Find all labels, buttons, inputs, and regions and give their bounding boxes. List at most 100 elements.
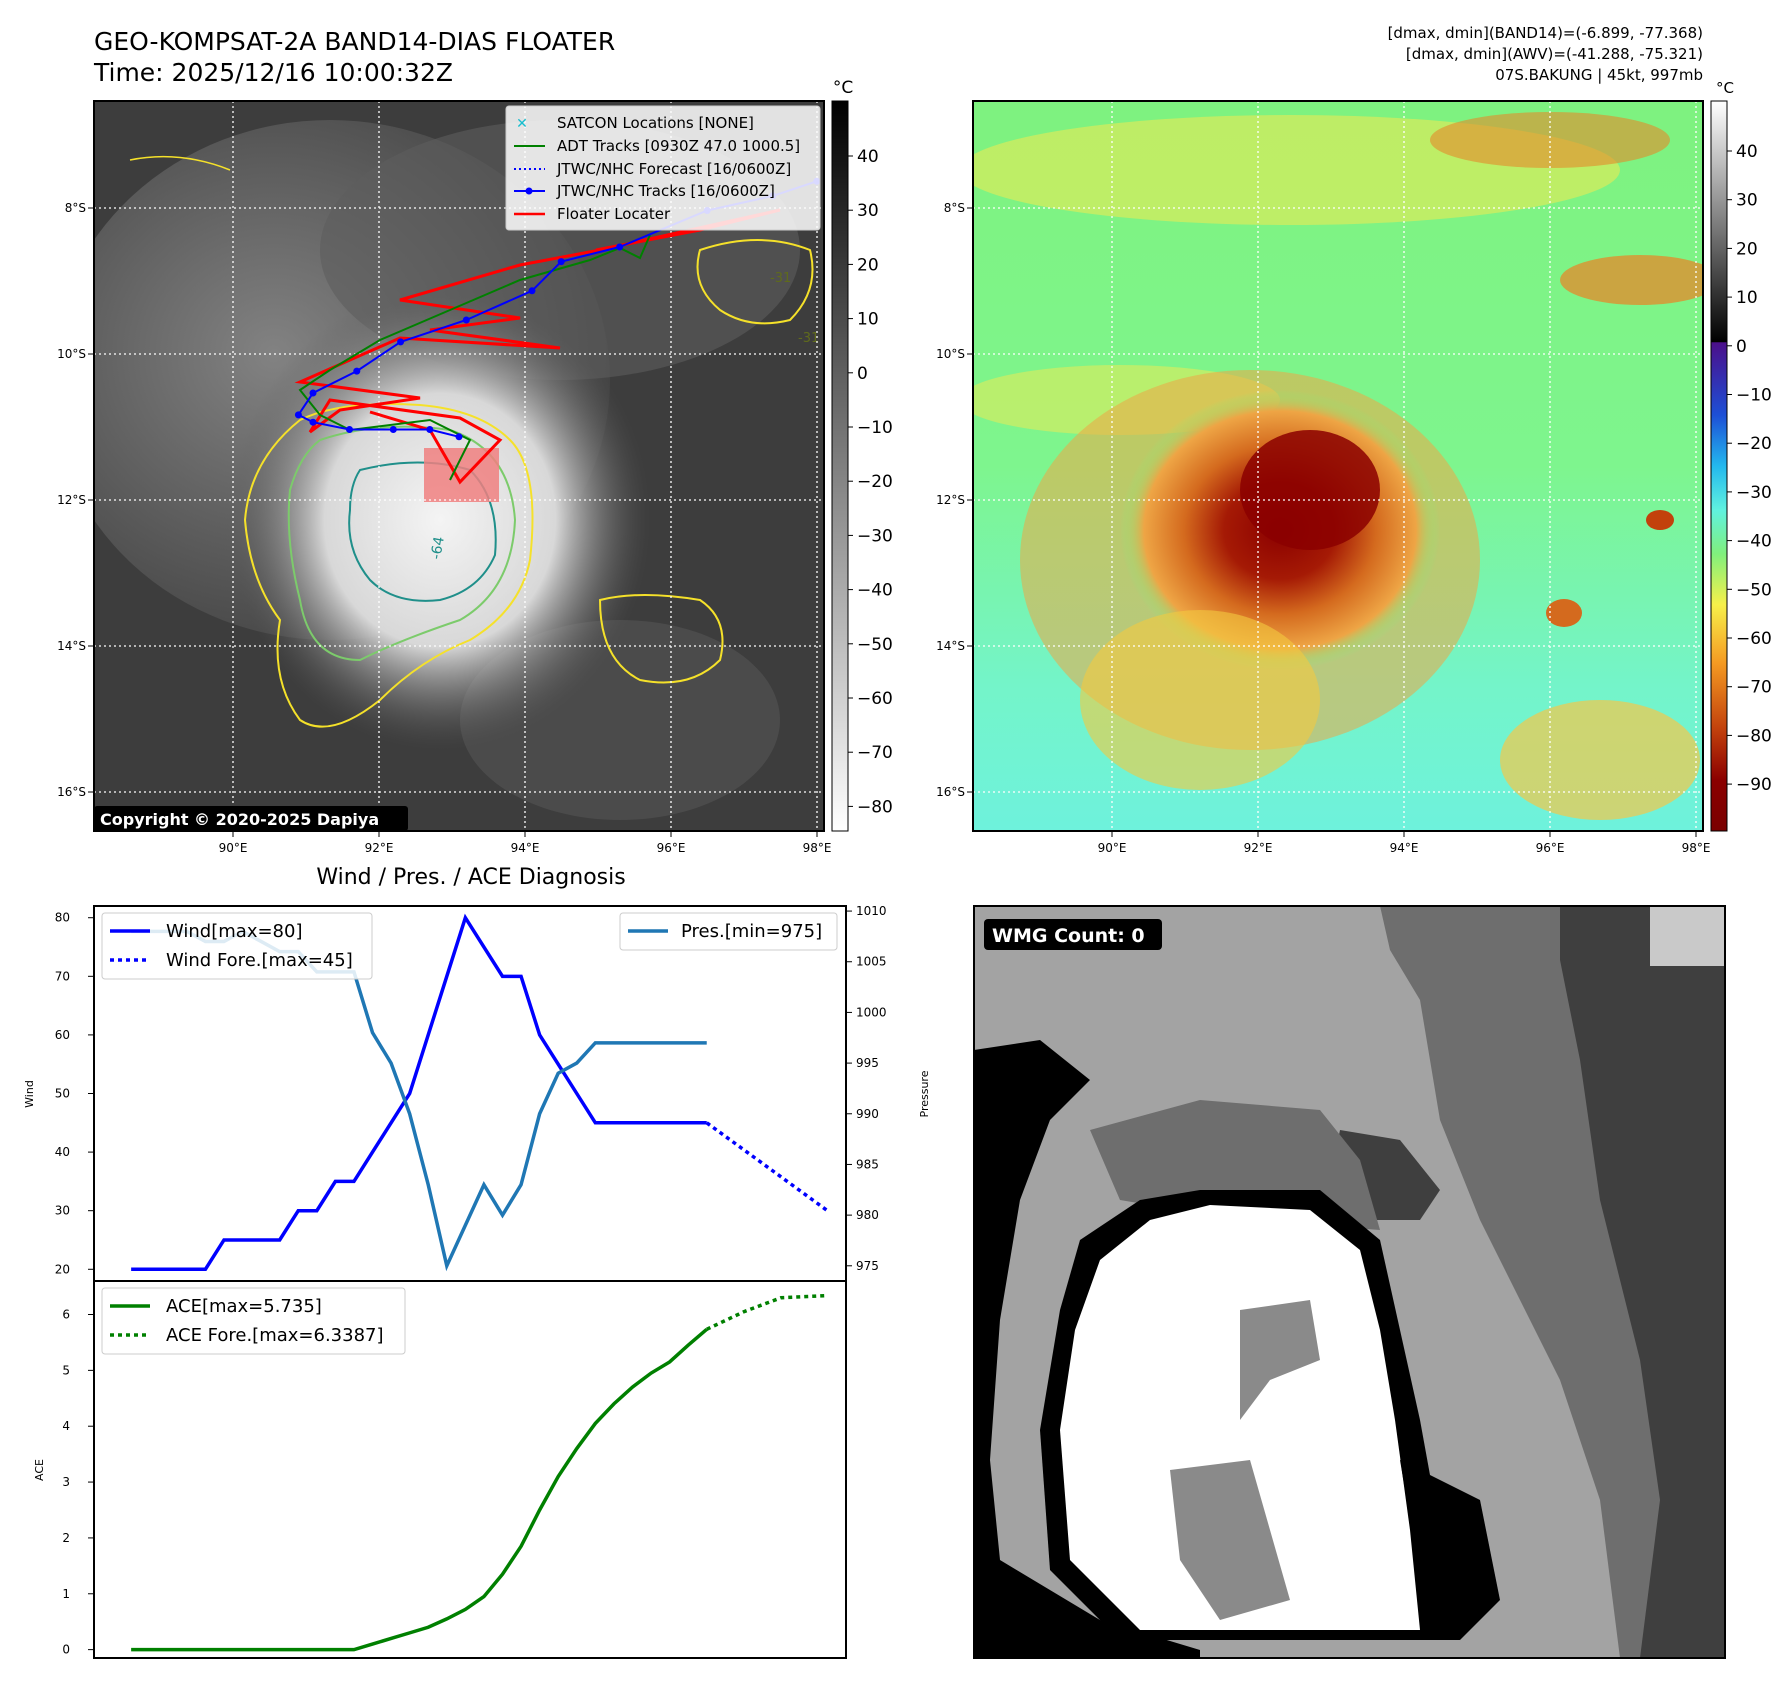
ace-tick-label: 6 (62, 1308, 70, 1322)
awv-band-ne (1560, 255, 1703, 305)
pres-tick-label: 975 (856, 1259, 879, 1273)
lat-tick-label: 10°S (936, 347, 965, 361)
jtwc-track-point (426, 426, 434, 433)
ace-ylabel: ACE (33, 1459, 46, 1481)
colorbar-tick-label: 30 (1736, 191, 1758, 211)
awv-se-clouds (1500, 700, 1700, 820)
wind-tick-label: 40 (55, 1145, 70, 1159)
jtwc-track-point (353, 367, 361, 375)
ace-tick-label: 2 (62, 1531, 70, 1545)
wind-line (131, 913, 707, 1272)
colorbar-tick-label: 0 (857, 364, 868, 384)
colorbar-tick-label: −10 (857, 418, 893, 438)
ace-tick-label: 4 (62, 1419, 70, 1433)
wmg-count-text: WMG Count: 0 (992, 925, 1145, 947)
lat-tick-label: 14°S (57, 639, 86, 653)
colorbar-tick-label: −50 (857, 635, 893, 655)
diagnosis-title: Wind / Pres. / ACE Diagnosis (316, 865, 625, 890)
info-awv: [dmax, dmin](AWV)=(-41.288, -75.321) (1406, 45, 1703, 63)
ir-colorbar-ticks: 40 30 20 10 0 −10 −20 −30 −40 −50 −60 −70 −80 (848, 147, 893, 817)
ace-tick-label: 0 (62, 1643, 70, 1657)
wind-tick-label: 20 (55, 1262, 70, 1276)
wmg-count-badge (984, 919, 1162, 950)
ace-axes-frame (93, 1280, 847, 1659)
pres-tick-label: 985 (856, 1157, 879, 1171)
colorbar-tick-label: 20 (1736, 239, 1758, 259)
adt-track (298, 234, 651, 481)
colorbar-tick-label: −60 (1736, 629, 1772, 649)
info-band14: [dmax, dmin](BAND14)=(-6.899, -77.368) (1388, 24, 1703, 42)
jtwc-track-point (309, 389, 317, 397)
colorbar-tick-label: −20 (857, 472, 893, 492)
awv-ticks: 90°E 92°E 94°E 96°E 98°E 8°S 10°S 12°S 14°S 16°S (936, 201, 1710, 855)
ace-legend: ACE[max=5.735] ACE Fore.[max=6.3387] (101, 1287, 406, 1355)
jtwc-track-point (346, 426, 353, 433)
colorbar-tick-label: −40 (857, 581, 893, 601)
ace-tick-label: 1 (62, 1587, 70, 1601)
ir-storm-core (230, 290, 650, 750)
ir-contour-label: -31 (798, 331, 819, 346)
ir-contour-yellow-2 (598, 594, 724, 684)
ace-forecast-line (705, 1293, 828, 1331)
colorbar-tick-label: −80 (857, 797, 893, 817)
colorbar-tick-label: 10 (1736, 288, 1758, 308)
pres-legend: Pres.[min=975] (619, 912, 838, 951)
ace-fore-legend-label: ACE Fore.[max=6.3387] (166, 1325, 384, 1346)
awv-storm-eye (1240, 430, 1380, 550)
wind-tick-label: 30 (55, 1204, 70, 1218)
lon-tick-label: 90°E (219, 841, 248, 855)
colorbar-tick-label: −10 (1736, 386, 1772, 406)
jtwc-track-point (309, 418, 317, 426)
lat-tick-label: 16°S (936, 785, 965, 799)
awv-band-north-2 (1430, 112, 1670, 168)
colorbar-tick-label: −60 (857, 689, 893, 709)
jtwc-track-point (462, 316, 470, 324)
diagnosis-wind-pres: 20 30 40 50 60 70 80 975 980 985 990 995 1000 1005 101… (23, 904, 931, 1282)
colorbar-tick-label: 20 (857, 255, 879, 275)
wind-ylabel: Wind (23, 1080, 36, 1108)
colorbar-tick-label: −20 (1736, 434, 1772, 454)
jtwc-track-point (616, 243, 624, 251)
legend-satcon-marker-icon: ✕ (516, 116, 528, 132)
pres-tick-label: 980 (856, 1208, 879, 1222)
pres-tick-label: 990 (856, 1107, 879, 1121)
awv-frame (972, 100, 1704, 832)
colorbar-tick-label: 0 (1736, 337, 1747, 357)
wind-tick-label: 50 (55, 1087, 70, 1101)
figure-title: GEO-KOMPSAT-2A BAND14-DIAS FLOATER (94, 27, 615, 56)
ace-series (131, 1293, 828, 1652)
wind-tick-label: 80 (55, 911, 70, 925)
colorbar-tick-label: −70 (1736, 678, 1772, 698)
colorbar-tick-label: −90 (1736, 775, 1772, 795)
diagnosis-ace: 0 1 2 3 4 5 6 ACE ACE[max=5.735] ACE Fore.[max… (33, 1280, 847, 1659)
lat-tick-label: 8°S (65, 201, 86, 215)
legend-floater-label: Floater Locater (557, 205, 671, 223)
lat-tick-label: 8°S (944, 201, 965, 215)
ir-panel: -64 -31 -31 ✕ SATCON Locations [NONE] AD… (57, 78, 893, 855)
lon-tick-label: 98°E (803, 841, 832, 855)
legend-satcon-label: SATCON Locations [NONE] (557, 114, 754, 132)
wind-fore-legend-label: Wind Fore.[max=45] (166, 950, 353, 971)
ir-frame (93, 100, 825, 832)
awv-colorbar-ticks: 40 30 20 10 0 −10 −20 −30 −40 −50 −60 −70 −80 −90 (1727, 142, 1772, 795)
wmg-frame (973, 905, 1726, 1659)
colorbar-tick-label: −50 (1736, 580, 1772, 600)
wmg-black-east (1400, 1460, 1500, 1640)
pres-tick-label: 1010 (856, 904, 887, 918)
lat-tick-label: 10°S (57, 347, 86, 361)
awv-spiral-tail (1080, 610, 1320, 790)
ir-contour-yellow (243, 403, 534, 728)
legend-jtwc-tracks: JTWC/NHC Tracks [16/0600Z] (514, 182, 775, 200)
wmg-light-corner (1650, 906, 1725, 966)
ir-contour-yellow-3 (696, 239, 814, 325)
pres-tick-label: 995 (856, 1056, 879, 1070)
ace-line (131, 1327, 708, 1652)
legend-jtwc-tracks-label: JTWC/NHC Tracks [16/0600Z] (556, 182, 775, 200)
lon-tick-label: 92°E (365, 841, 394, 855)
colorbar-tick-label: −30 (857, 526, 893, 546)
ace-tick-label: 5 (62, 1363, 70, 1377)
ir-colorbar-unit: °C (833, 78, 853, 98)
legend-floater: Floater Locater (514, 205, 671, 223)
pres-tick-label: 1005 (856, 955, 887, 969)
pres-ylabel: Pressure (918, 1070, 931, 1117)
